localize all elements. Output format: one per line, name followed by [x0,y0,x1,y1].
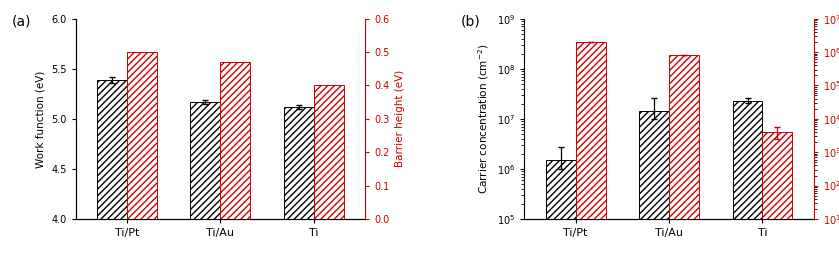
Bar [284,107,314,267]
Bar [732,101,763,267]
Bar [669,55,699,267]
Bar [639,112,669,267]
Y-axis label: Work function (eV): Work function (eV) [35,70,45,167]
Y-axis label: Barrier height (eV): Barrier height (eV) [395,70,405,167]
Bar [576,42,606,267]
Bar [127,52,157,219]
Bar [314,85,343,219]
Bar [546,160,576,267]
Y-axis label: Carrier concentration (cm$^{-2}$): Carrier concentration (cm$^{-2}$) [477,44,492,194]
Bar [221,62,250,219]
Text: (b): (b) [461,15,481,29]
Bar [97,80,127,267]
Text: (a): (a) [12,15,31,29]
Bar [190,102,221,267]
Bar [763,132,792,267]
